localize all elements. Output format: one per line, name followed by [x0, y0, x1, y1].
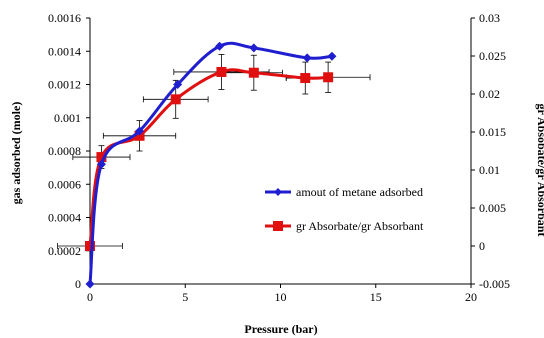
x-tick-label: 10	[275, 290, 287, 304]
x-tick-label: 0	[87, 290, 93, 304]
legend-marker-gr	[273, 221, 283, 231]
y2-tick-label: 0	[479, 239, 485, 253]
y-tick-label: 0.0006	[48, 177, 81, 191]
x-tick-label: 15	[370, 290, 382, 304]
y-tick-label: 0.0002	[48, 244, 81, 258]
x-axis-title: Pressure (bar)	[244, 322, 317, 336]
legend: amout of metane adsorbed gr Absorbate/gr…	[265, 185, 424, 233]
data-point-gr	[300, 73, 311, 84]
data-point-gr	[323, 72, 334, 83]
y2-tick-label: 0.005	[479, 201, 506, 215]
data-point-gr	[96, 152, 107, 163]
data-point-methane	[215, 41, 225, 51]
ticks: 0 5 10 15 20 0 0.0002 0.0004 0.0006 0.0008 0.001 0.…	[48, 11, 510, 304]
y2-tick-label: 0.02	[479, 87, 500, 101]
y2-tick-label: 0.015	[479, 125, 506, 139]
data-point-methane	[96, 159, 106, 169]
data-point-methane	[85, 279, 95, 289]
y-tick-label: 0.0014	[48, 44, 81, 58]
y-tick-label: 0.0004	[48, 211, 81, 225]
data-point-methane	[249, 43, 259, 53]
series-line-gr	[88, 68, 329, 247]
axes	[89, 18, 472, 285]
y2-tick-label: 0.03	[479, 11, 500, 25]
data-point-methane	[327, 51, 337, 61]
legend-label-gr: gr Absorbate/gr Absorbant	[296, 219, 424, 233]
legend-marker-methane	[274, 188, 282, 196]
y-tick-label: 0.0016	[48, 11, 81, 25]
data-point-methane	[173, 80, 183, 89]
series-line-methane	[88, 41, 333, 285]
data-point-methane	[302, 53, 312, 63]
data-point-gr	[170, 94, 181, 105]
y-tick-label: 0	[75, 277, 81, 291]
y-tick-label: 0.0008	[48, 144, 81, 158]
data-point-gr	[134, 130, 145, 141]
y-tick-label: 0.001	[54, 111, 81, 125]
legend-label-methane: amout of metane adsorbed	[296, 185, 423, 199]
y2-tick-label: 0.025	[479, 49, 506, 63]
series-methane	[85, 41, 337, 289]
y2-axis-title: gr Absobate/gr Absorbant	[535, 104, 544, 237]
data-point-gr	[248, 67, 259, 78]
data-point-gr	[85, 241, 95, 251]
y2-tick-label: -0.005	[479, 277, 510, 291]
data-point-methane	[135, 126, 145, 136]
y2-tick-label: 0.01	[479, 163, 500, 177]
y-axis-title: gas adsorbed (mole)	[9, 102, 23, 205]
x-tick-label: 20	[465, 290, 477, 304]
y-tick-label: 0.0012	[48, 78, 81, 92]
x-tick-label: 5	[182, 290, 188, 304]
data-point-gr	[216, 66, 227, 77]
